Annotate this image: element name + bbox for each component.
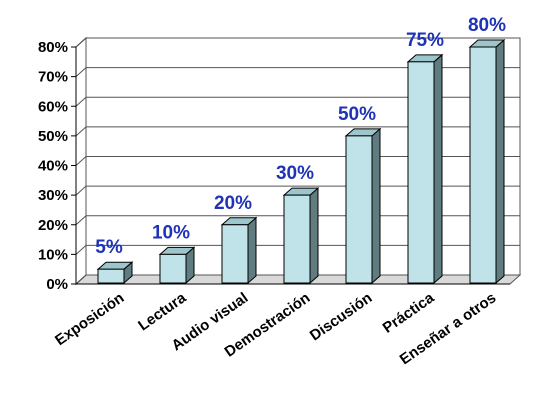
bar xyxy=(220,216,258,285)
bar xyxy=(158,246,196,285)
gridline-side xyxy=(75,126,87,137)
gridline-side xyxy=(75,37,87,48)
data-label: 50% xyxy=(338,104,376,125)
gridline-side xyxy=(75,185,87,196)
y-tick-label: 40% xyxy=(38,158,68,175)
data-label: 75% xyxy=(406,30,444,51)
y-tick-label: 80% xyxy=(38,39,68,56)
bar-front xyxy=(283,194,311,284)
bar-side xyxy=(495,38,505,285)
y-tick-label: 0% xyxy=(46,276,68,293)
gridline-side xyxy=(75,96,87,107)
bar-front xyxy=(469,46,497,284)
gridline-side xyxy=(75,67,87,77)
gridline-side xyxy=(75,245,87,255)
data-labels: 5% 10% 20% 30% 50% 75% 80% xyxy=(95,15,506,258)
category-label: Exposición xyxy=(52,289,127,349)
category-label: Discusión xyxy=(307,289,375,344)
bar-front xyxy=(345,135,373,284)
y-tick-label: 70% xyxy=(38,69,68,86)
y-tick-label: 30% xyxy=(38,187,68,204)
bar-front xyxy=(159,253,187,284)
bar-side xyxy=(247,216,257,285)
data-label: 80% xyxy=(468,15,506,36)
category-label: Práctica xyxy=(380,289,438,337)
bar xyxy=(468,38,506,285)
gridline-side xyxy=(75,156,87,166)
bar-front xyxy=(407,61,435,284)
y-tick-label: 60% xyxy=(38,98,68,115)
bar-front xyxy=(97,268,125,284)
bar xyxy=(282,187,320,285)
y-tick-label: 50% xyxy=(38,128,68,145)
bar xyxy=(344,127,382,285)
bars xyxy=(96,38,506,285)
bar xyxy=(96,261,134,285)
data-label: 10% xyxy=(152,222,190,243)
bar-front xyxy=(221,224,249,284)
category-label: Lectura xyxy=(135,289,190,334)
y-tick-label: 10% xyxy=(38,246,68,263)
bar-side xyxy=(433,53,443,285)
data-label: 20% xyxy=(214,193,252,214)
y-axis-ticks: 0% 10% 20% 30% 40% 50% 60% 70% 80% xyxy=(38,39,510,293)
data-label: 5% xyxy=(95,237,123,258)
bar-side xyxy=(371,127,381,285)
bar xyxy=(406,53,444,285)
gridline-side xyxy=(75,274,87,285)
gridline-side xyxy=(75,215,87,226)
y-tick-label: 20% xyxy=(38,217,68,234)
data-label: 30% xyxy=(276,163,314,184)
bar-side xyxy=(309,187,319,285)
